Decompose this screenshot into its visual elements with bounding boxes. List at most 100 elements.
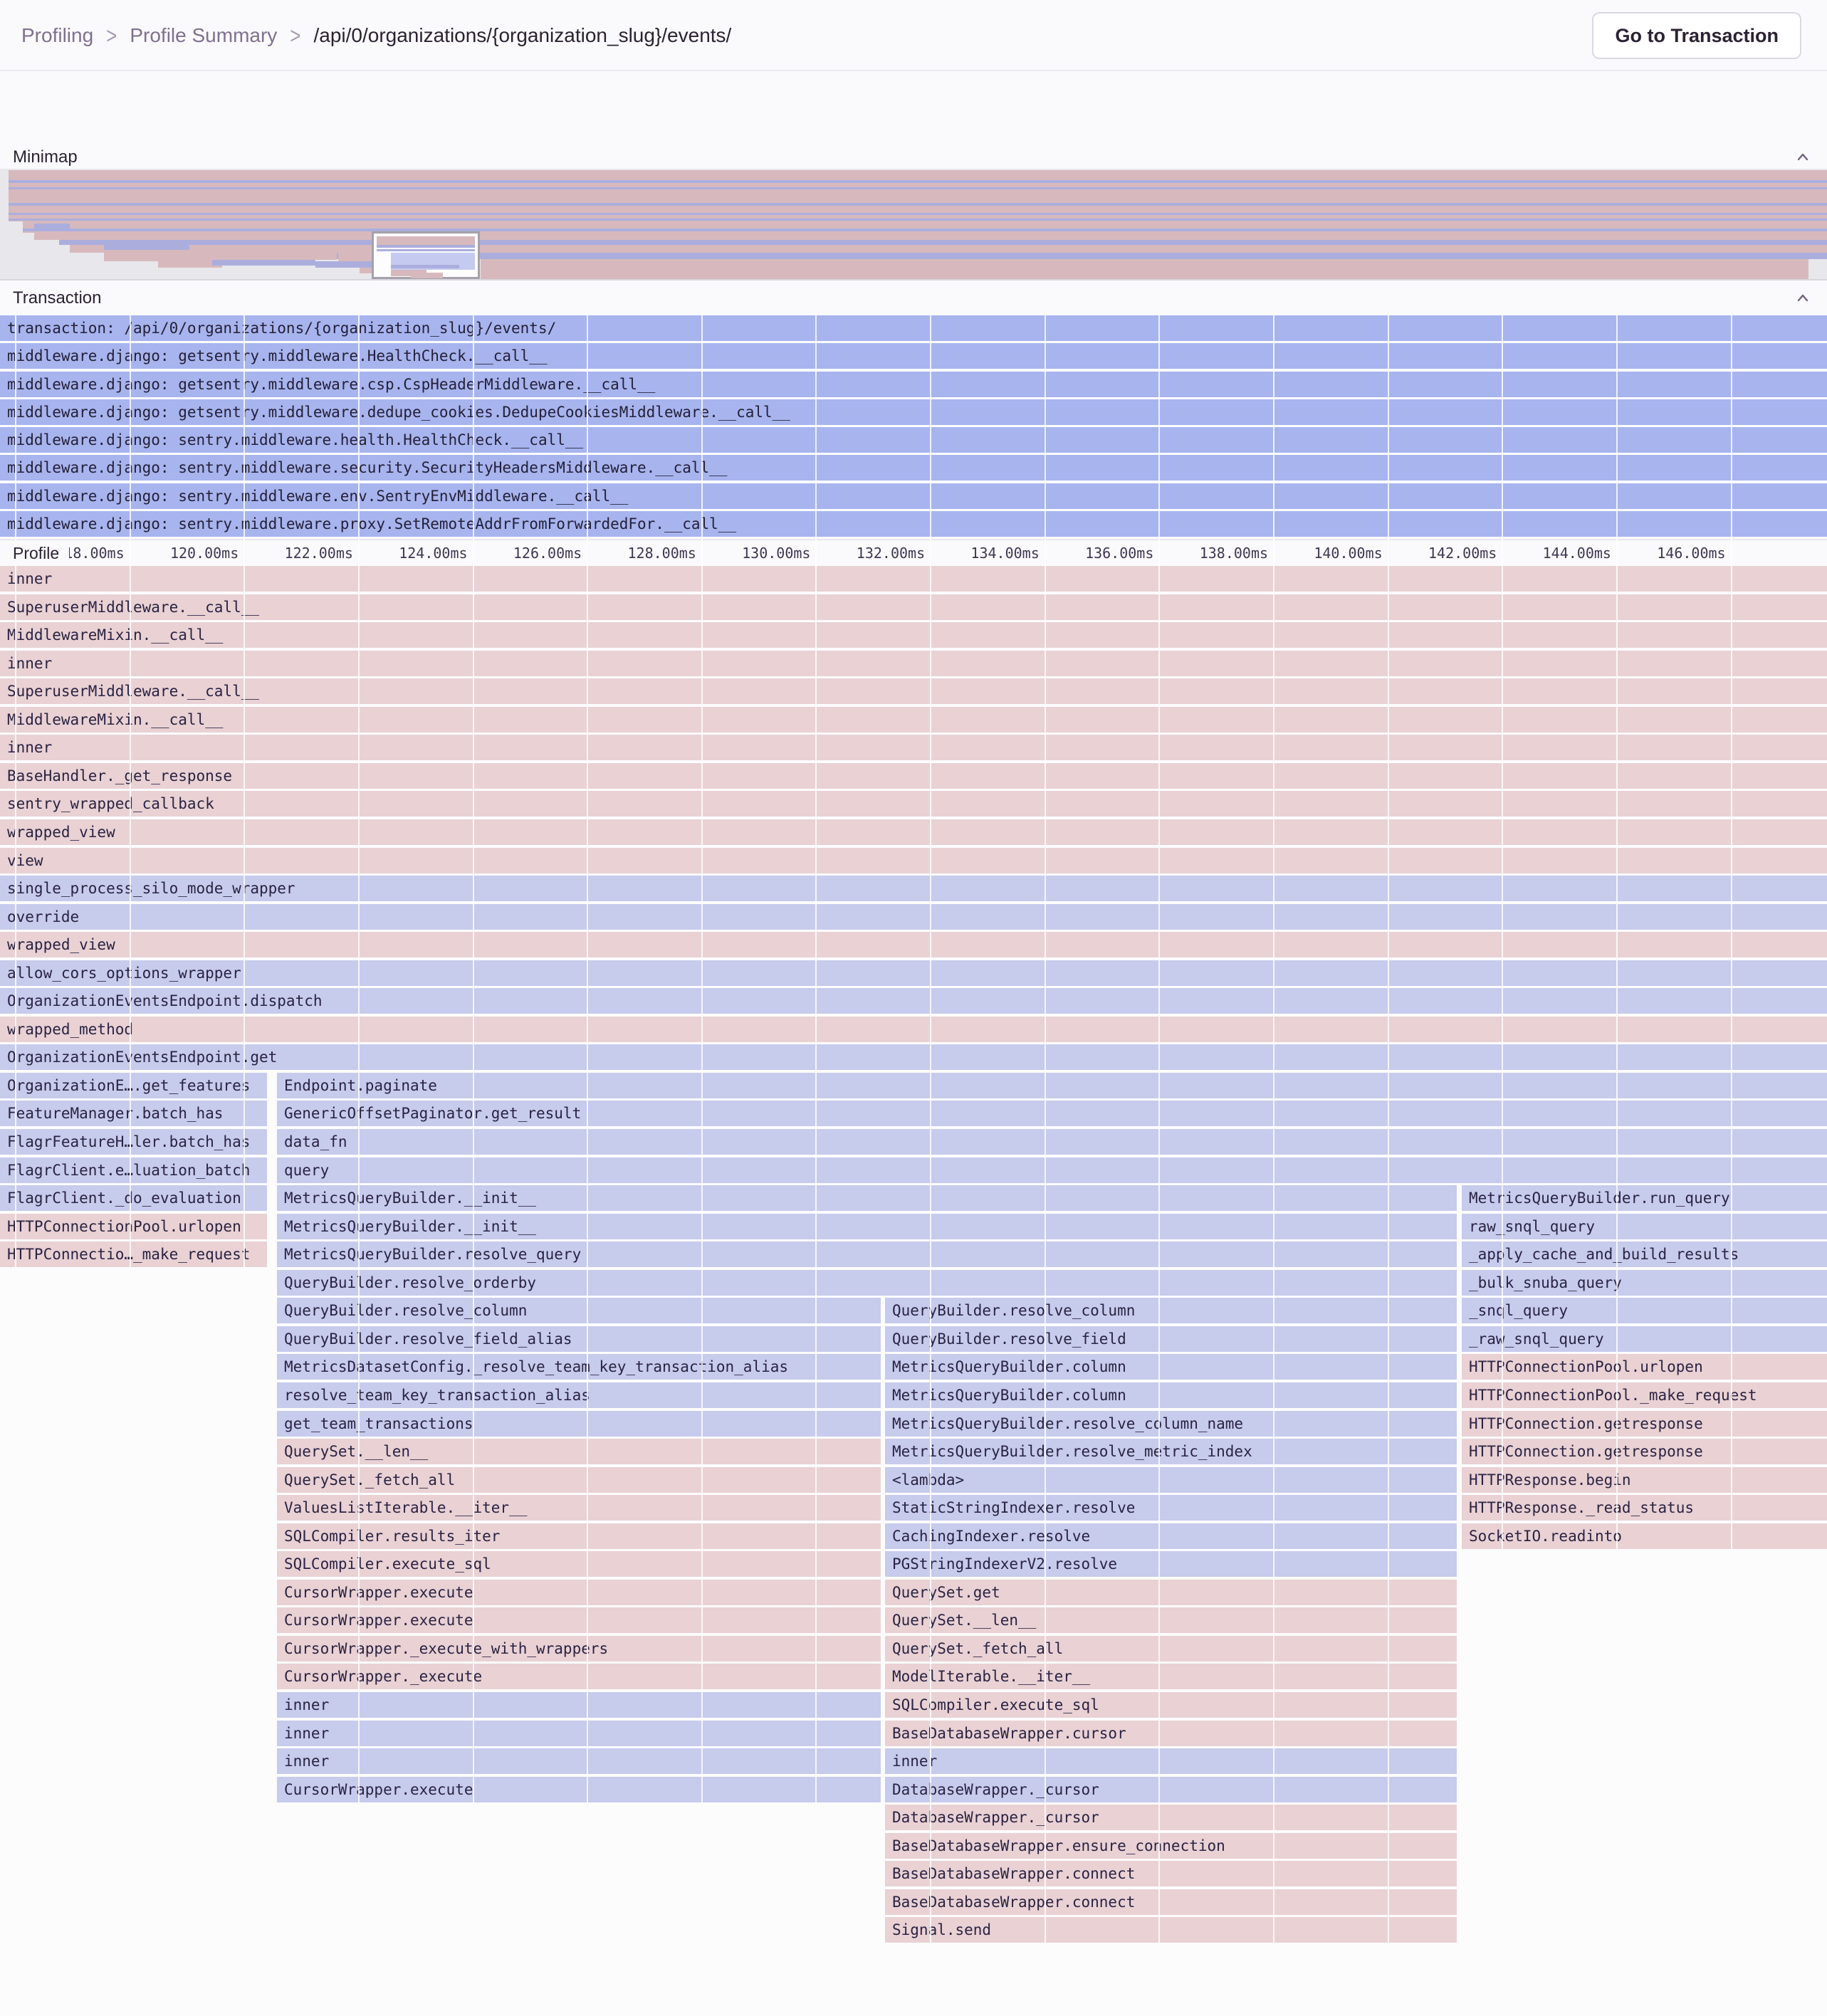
collapse-minimap-icon[interactable] xyxy=(1794,149,1811,166)
flame-frame[interactable]: CursorWrapper.execute xyxy=(277,1776,881,1802)
flame-frame[interactable]: wrapped_view xyxy=(0,819,1827,845)
flame-frame[interactable]: OrganizationEventsEndpoint.dispatch xyxy=(0,988,1827,1014)
flame-frame[interactable]: raw_snql_query xyxy=(1462,1213,1827,1239)
flame-frame[interactable]: inner xyxy=(277,1692,881,1718)
flame-frame[interactable]: _apply_cache_and_build_results xyxy=(1462,1241,1827,1268)
flame-frame[interactable]: view xyxy=(0,847,1827,873)
flame-frame[interactable]: HTTPConnectionPool.urlopen xyxy=(0,1213,267,1239)
flame-frame[interactable]: QuerySet._fetch_all xyxy=(885,1635,1457,1661)
flame-frame[interactable]: QueryBuilder.resolve_column xyxy=(277,1298,881,1324)
flame-frame[interactable]: BaseDatabaseWrapper.connect xyxy=(885,1889,1457,1915)
flame-frame[interactable]: CursorWrapper.execute xyxy=(277,1579,881,1605)
breadcrumb-profile-summary[interactable]: Profile Summary xyxy=(130,24,278,46)
flame-frame[interactable]: resolve_team_key_transaction_alias xyxy=(277,1382,881,1408)
flame-frame[interactable]: single_process_silo_mode_wrapper xyxy=(0,876,1827,902)
flame-frame[interactable]: inner xyxy=(277,1748,881,1775)
flame-frame[interactable]: QueryBuilder.resolve_field_alias xyxy=(277,1325,881,1352)
minimap-viewport-selection[interactable] xyxy=(372,231,480,279)
flame-frame[interactable]: MiddlewareMixin.__call__ xyxy=(0,622,1827,649)
flame-frame[interactable]: MetricsQueryBuilder.__init__ xyxy=(277,1185,1457,1212)
transaction-row[interactable]: middleware.django: sentry.middleware.pro… xyxy=(0,510,1827,537)
flame-frame[interactable]: QueryBuilder.resolve_field xyxy=(885,1325,1457,1352)
flame-frame[interactable]: QuerySet.__len__ xyxy=(885,1607,1457,1634)
flame-frame[interactable]: MetricsQueryBuilder.column xyxy=(885,1382,1457,1408)
flame-frame[interactable]: HTTPResponse._read_status xyxy=(1462,1495,1827,1521)
flame-frame[interactable]: ModelIterable.__iter__ xyxy=(885,1664,1457,1690)
flame-frame[interactable]: wrapped_method xyxy=(0,1016,1827,1042)
flame-frame[interactable]: HTTPConnectio…_make_request xyxy=(0,1241,267,1268)
transaction-row[interactable]: middleware.django: getsentry.middleware.… xyxy=(0,371,1827,397)
flame-frame[interactable]: _raw_snql_query xyxy=(1462,1325,1827,1352)
flame-frame[interactable]: inner xyxy=(0,650,1827,676)
flame-frame[interactable]: inner xyxy=(885,1748,1457,1775)
flame-frame[interactable]: QuerySet.get xyxy=(885,1579,1457,1605)
flame-frame[interactable]: MetricsQueryBuilder.resolve_query xyxy=(277,1241,1457,1268)
flame-frame[interactable]: CursorWrapper._execute xyxy=(277,1664,881,1690)
flame-frame[interactable]: HTTPConnection.getresponse xyxy=(1462,1439,1827,1465)
flame-frame[interactable]: QueryBuilder.resolve_column xyxy=(885,1298,1457,1324)
flame-frame[interactable]: QueryBuilder.resolve_orderby xyxy=(277,1269,1457,1296)
flame-frame[interactable]: HTTPConnection.getresponse xyxy=(1462,1410,1827,1437)
flame-frame[interactable]: FeatureManager.batch_has xyxy=(0,1101,267,1127)
flame-frame[interactable]: query xyxy=(277,1157,1827,1183)
flame-frame[interactable]: OrganizationEventsEndpoint.get xyxy=(0,1044,1827,1071)
flame-frame[interactable]: HTTPConnectionPool.urlopen xyxy=(1462,1354,1827,1380)
flame-frame[interactable]: HTTPResponse.begin xyxy=(1462,1466,1827,1493)
minimap-flamegraph[interactable] xyxy=(0,169,1827,279)
flame-frame[interactable]: GenericOffsetPaginator.get_result xyxy=(277,1101,1827,1127)
transaction-row[interactable]: middleware.django: sentry.middleware.hea… xyxy=(0,427,1827,453)
flame-frame[interactable]: HTTPConnectionPool._make_request xyxy=(1462,1382,1827,1408)
transaction-row[interactable]: middleware.django: sentry.middleware.env… xyxy=(0,483,1827,509)
flame-frame[interactable]: StaticStringIndexer.resolve xyxy=(885,1495,1457,1521)
flame-frame[interactable]: QuerySet._fetch_all xyxy=(277,1466,881,1493)
breadcrumb-profiling[interactable]: Profiling xyxy=(21,24,94,46)
flame-frame[interactable]: DatabaseWrapper._cursor xyxy=(885,1776,1457,1802)
flame-frame[interactable]: SQLCompiler.results_iter xyxy=(277,1523,881,1549)
collapse-transaction-icon[interactable] xyxy=(1794,290,1811,307)
flame-frame[interactable]: CursorWrapper.execute xyxy=(277,1607,881,1634)
flame-frame[interactable]: _bulk_snuba_query xyxy=(1462,1269,1827,1296)
flame-frame[interactable]: MetricsQueryBuilder.resolve_metric_index xyxy=(885,1439,1457,1465)
transaction-row[interactable]: transaction: /api/0/organizations/{organ… xyxy=(0,315,1827,341)
flame-frame[interactable]: wrapped_view xyxy=(0,932,1827,958)
flame-frame[interactable]: MetricsQueryBuilder.run_query xyxy=(1462,1185,1827,1212)
flame-frame[interactable]: BaseDatabaseWrapper.connect xyxy=(885,1861,1457,1887)
flame-frame[interactable]: SocketIO.readinto xyxy=(1462,1523,1827,1549)
flame-frame[interactable]: override xyxy=(0,903,1827,930)
flame-frame[interactable]: MetricsQueryBuilder.__init__ xyxy=(277,1213,1457,1239)
flame-frame[interactable]: FlagrClient.e…luation_batch xyxy=(0,1157,267,1183)
flame-frame[interactable]: BaseDatabaseWrapper.cursor xyxy=(885,1720,1457,1746)
flame-frame[interactable]: Signal.send xyxy=(885,1917,1457,1943)
flame-frame[interactable]: PGStringIndexerV2.resolve xyxy=(885,1551,1457,1577)
flame-frame[interactable]: CachingIndexer.resolve xyxy=(885,1523,1457,1549)
flame-frame[interactable]: SQLCompiler.execute_sql xyxy=(277,1551,881,1577)
flame-frame[interactable]: allow_cors_options_wrapper xyxy=(0,960,1827,986)
flame-frame[interactable]: BaseDatabaseWrapper.ensure_connection xyxy=(885,1832,1457,1859)
flame-frame[interactable]: _snql_query xyxy=(1462,1298,1827,1324)
flame-frame[interactable]: FlagrClient._do_evaluation xyxy=(0,1185,267,1212)
flame-frame[interactable]: ValuesListIterable.__iter__ xyxy=(277,1495,881,1521)
flame-frame[interactable]: MiddlewareMixin.__call__ xyxy=(0,706,1827,733)
flame-frame[interactable]: inner xyxy=(277,1720,881,1746)
flamegraph-canvas[interactable]: inner SuperuserMiddleware.__call__ Middlew… xyxy=(0,566,1827,2016)
flame-frame[interactable]: data_fn xyxy=(277,1129,1827,1155)
flame-frame[interactable]: SuperuserMiddleware.__call__ xyxy=(0,594,1827,620)
transaction-row[interactable]: middleware.django: getsentry.middleware.… xyxy=(0,399,1827,425)
flame-frame[interactable]: inner xyxy=(0,566,1827,592)
flame-frame[interactable]: CursorWrapper._execute_with_wrappers xyxy=(277,1635,881,1661)
flame-frame[interactable]: MetricsQueryBuilder.resolve_column_name xyxy=(885,1410,1457,1437)
flame-frame[interactable]: DatabaseWrapper._cursor xyxy=(885,1805,1457,1831)
flame-frame[interactable]: sentry_wrapped_callback xyxy=(0,791,1827,817)
flame-frame[interactable]: <lambda> xyxy=(885,1466,1457,1493)
flame-frame[interactable]: get_team_transactions xyxy=(277,1410,881,1437)
flame-frame[interactable]: SuperuserMiddleware.__call__ xyxy=(0,678,1827,705)
flame-frame[interactable]: Endpoint.paginate xyxy=(277,1072,1827,1098)
flame-frame[interactable]: MetricsQueryBuilder.column xyxy=(885,1354,1457,1380)
flame-frame[interactable]: inner xyxy=(0,735,1827,761)
transaction-row[interactable]: middleware.django: sentry.middleware.sec… xyxy=(0,455,1827,481)
flame-frame[interactable]: QuerySet.__len__ xyxy=(277,1439,881,1465)
flame-frame[interactable]: SQLCompiler.execute_sql xyxy=(885,1692,1457,1718)
flame-frame[interactable]: BaseHandler._get_response xyxy=(0,762,1827,789)
flame-frame[interactable]: FlagrFeatureH…ler.batch_has xyxy=(0,1129,267,1155)
flame-frame[interactable]: OrganizationE….get_features xyxy=(0,1072,267,1098)
